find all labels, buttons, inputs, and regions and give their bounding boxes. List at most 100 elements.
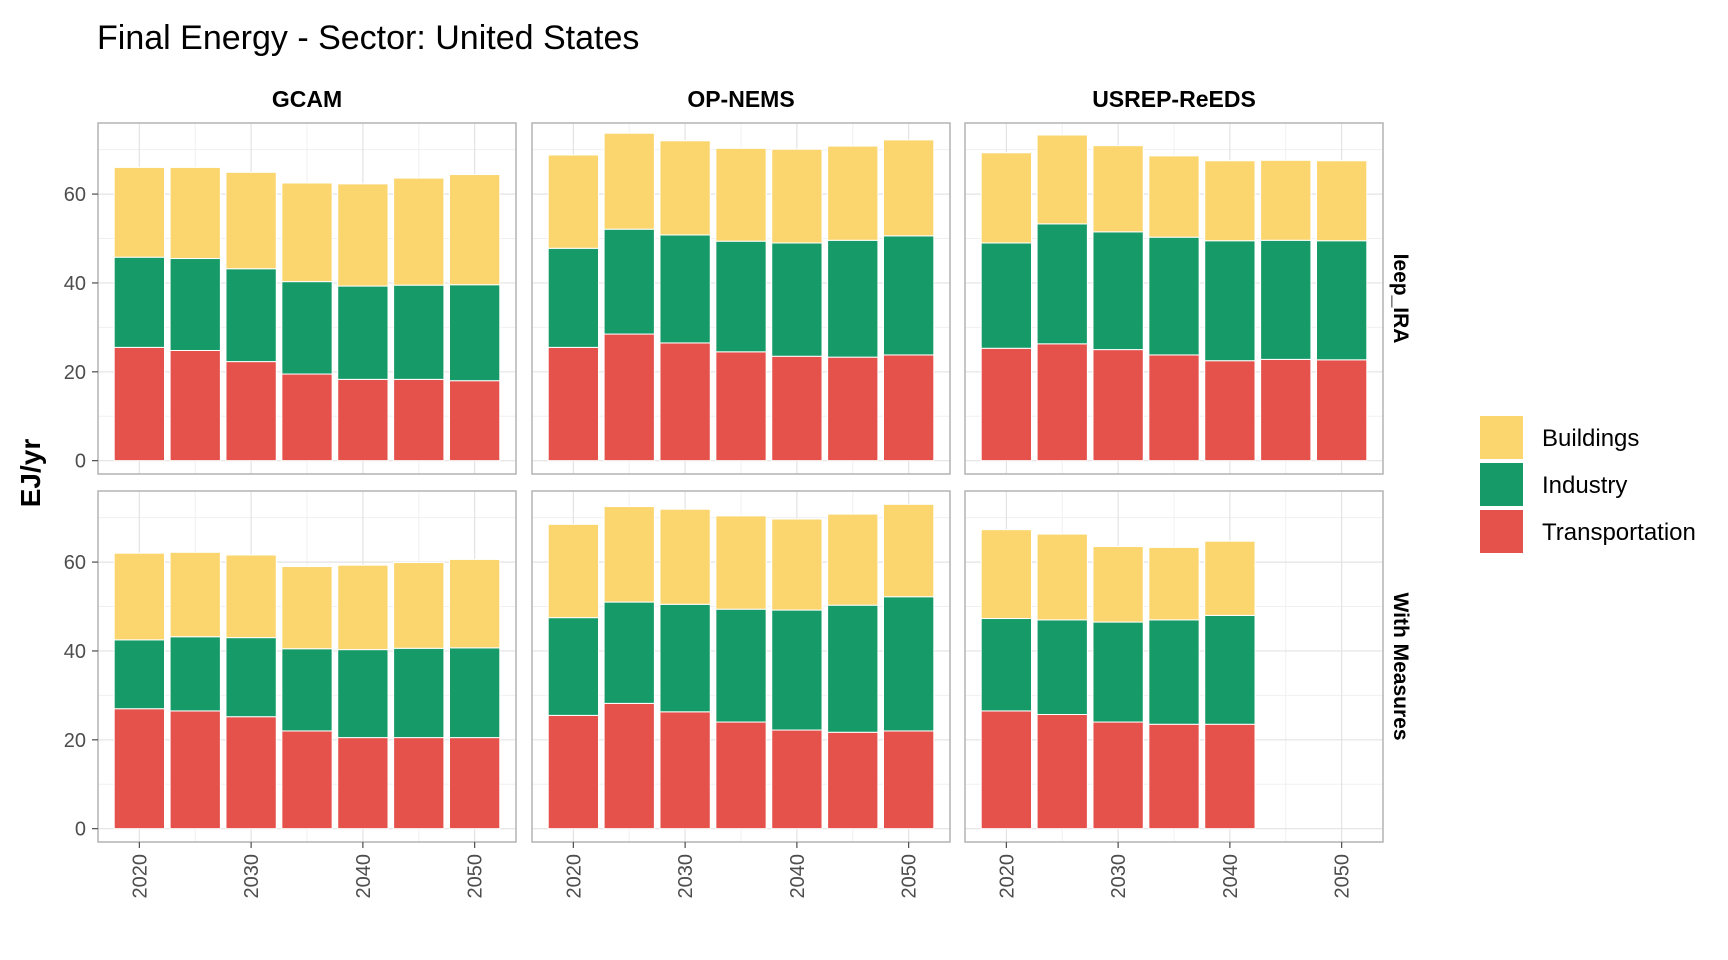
bar-buildings-2035 (281, 566, 333, 650)
facet-label-op-nems: OP-NEMS (687, 86, 794, 112)
y-tick-label: 20 (64, 362, 86, 384)
x-tick-label: 2040 (353, 854, 375, 899)
bar-industry-2050 (449, 647, 501, 739)
bar-transportation-2045 (827, 731, 879, 830)
bar-buildings-2035 (715, 147, 767, 242)
bar-industry-2050 (449, 284, 501, 382)
bar-transportation-2020 (113, 346, 165, 462)
bar-buildings-2025 (1036, 533, 1088, 621)
bar-buildings-2040 (771, 148, 823, 244)
bar-industry-2030 (225, 268, 277, 363)
bar-buildings-2020 (547, 523, 599, 619)
bar-transportation-2025 (169, 349, 221, 462)
y-tick-label: 20 (64, 730, 86, 752)
bar-transportation-2030 (225, 716, 277, 830)
bar-transportation-2035 (1148, 354, 1200, 462)
bar-buildings-2040 (771, 518, 823, 611)
bar-transportation-2020 (980, 710, 1032, 830)
x-tick-label: 2030 (675, 854, 697, 899)
bar-transportation-2030 (1092, 349, 1144, 462)
x-tick-label: 2020 (563, 854, 585, 899)
bar-industry-2030 (225, 637, 277, 718)
panel-border (531, 490, 951, 843)
bar-industry-2025 (1036, 223, 1088, 345)
panel-border (964, 122, 1384, 475)
bar-transportation-2035 (1148, 723, 1200, 830)
bar-transportation-2050 (449, 737, 501, 830)
row-strips: Ieep_IRA With Measures (1389, 254, 1412, 741)
bar-industry-2020 (980, 618, 1032, 712)
bar-buildings-2030 (1092, 145, 1144, 233)
x-tick-label: 2030 (1108, 854, 1130, 899)
x-tick-label: 2040 (1220, 854, 1242, 899)
legend-item-industry: Industry (1480, 463, 1627, 506)
bar-industry-2020 (547, 617, 599, 716)
x-tick-label: 2020 (129, 854, 151, 899)
y-tick-label: 60 (64, 552, 86, 574)
bar-industry-2035 (281, 648, 333, 732)
bar-buildings-2050 (1316, 160, 1368, 242)
bar-buildings-2050 (883, 503, 935, 598)
bar-transportation-2025 (603, 333, 655, 462)
y-tick-label: 0 (75, 451, 86, 473)
bar-buildings-2020 (980, 152, 1032, 244)
bar-transportation-2030 (1092, 721, 1144, 830)
bar-industry-2045 (827, 239, 879, 358)
bar-industry-2040 (337, 285, 389, 380)
bar-transportation-2025 (169, 710, 221, 830)
bar-transportation-2035 (715, 721, 767, 830)
bar-buildings-2050 (449, 558, 501, 649)
bar-industry-2040 (771, 609, 823, 731)
bar-transportation-2020 (113, 708, 165, 830)
bar-transportation-2035 (715, 351, 767, 462)
bar-transportation-2030 (225, 361, 277, 462)
column-strips: GCAM OP-NEMS USREP-ReEDS (272, 86, 1256, 112)
y-tick-label: 60 (64, 184, 86, 206)
bar-transportation-2030 (659, 711, 711, 830)
bar-industry-2025 (603, 601, 655, 704)
bar-industry-2050 (883, 596, 935, 732)
bar-buildings-2045 (393, 562, 445, 649)
panel-border (531, 122, 951, 475)
bar-buildings-2025 (169, 551, 221, 638)
x-axis-ticks: 2020 2030 2040 2050 2020 2030 2040 2050 2020 2030… (129, 842, 1354, 899)
bar-transportation-2045 (393, 737, 445, 830)
bar-buildings-2040 (1204, 160, 1256, 242)
bar-transportation-2040 (337, 378, 389, 462)
bar-buildings-2025 (603, 132, 655, 230)
bar-industry-2030 (1092, 621, 1144, 723)
y-axis-label: EJ/yr (15, 439, 46, 508)
y-tick-label: 0 (75, 819, 86, 841)
bar-transportation-2050 (1316, 359, 1368, 462)
bar-industry-2025 (1036, 619, 1088, 715)
panel-border (964, 490, 1384, 843)
bar-industry-2025 (169, 258, 221, 351)
bar-buildings-2040 (337, 183, 389, 287)
bar-buildings-2050 (449, 174, 501, 286)
y-tick-label: 40 (64, 273, 86, 295)
legend-item-buildings: Buildings (1480, 416, 1639, 459)
bar-industry-2030 (659, 603, 711, 713)
bar-industry-2025 (169, 636, 221, 712)
facet-label-usrep-reeds: USREP-ReEDS (1092, 86, 1256, 112)
bar-buildings-2030 (225, 171, 277, 270)
bar-industry-2020 (113, 639, 165, 710)
legend-swatch (1480, 463, 1523, 506)
bar-buildings-2045 (1260, 159, 1312, 241)
panel-with-measures-gcam (97, 490, 517, 843)
bar-transportation-2020 (980, 347, 1032, 462)
bar-industry-2040 (337, 649, 389, 739)
bar-transportation-2040 (337, 737, 389, 830)
bar-industry-2045 (393, 647, 445, 739)
bar-transportation-2020 (547, 346, 599, 462)
bar-transportation-2040 (771, 355, 823, 462)
x-tick-label: 2020 (996, 854, 1018, 899)
bar-buildings-2035 (1148, 546, 1200, 621)
bar-transportation-2030 (659, 342, 711, 462)
bar-industry-2050 (883, 235, 935, 356)
panel-border (97, 122, 517, 475)
bar-transportation-2040 (771, 729, 823, 830)
bar-transportation-2050 (883, 354, 935, 462)
bar-transportation-2045 (1260, 358, 1312, 462)
